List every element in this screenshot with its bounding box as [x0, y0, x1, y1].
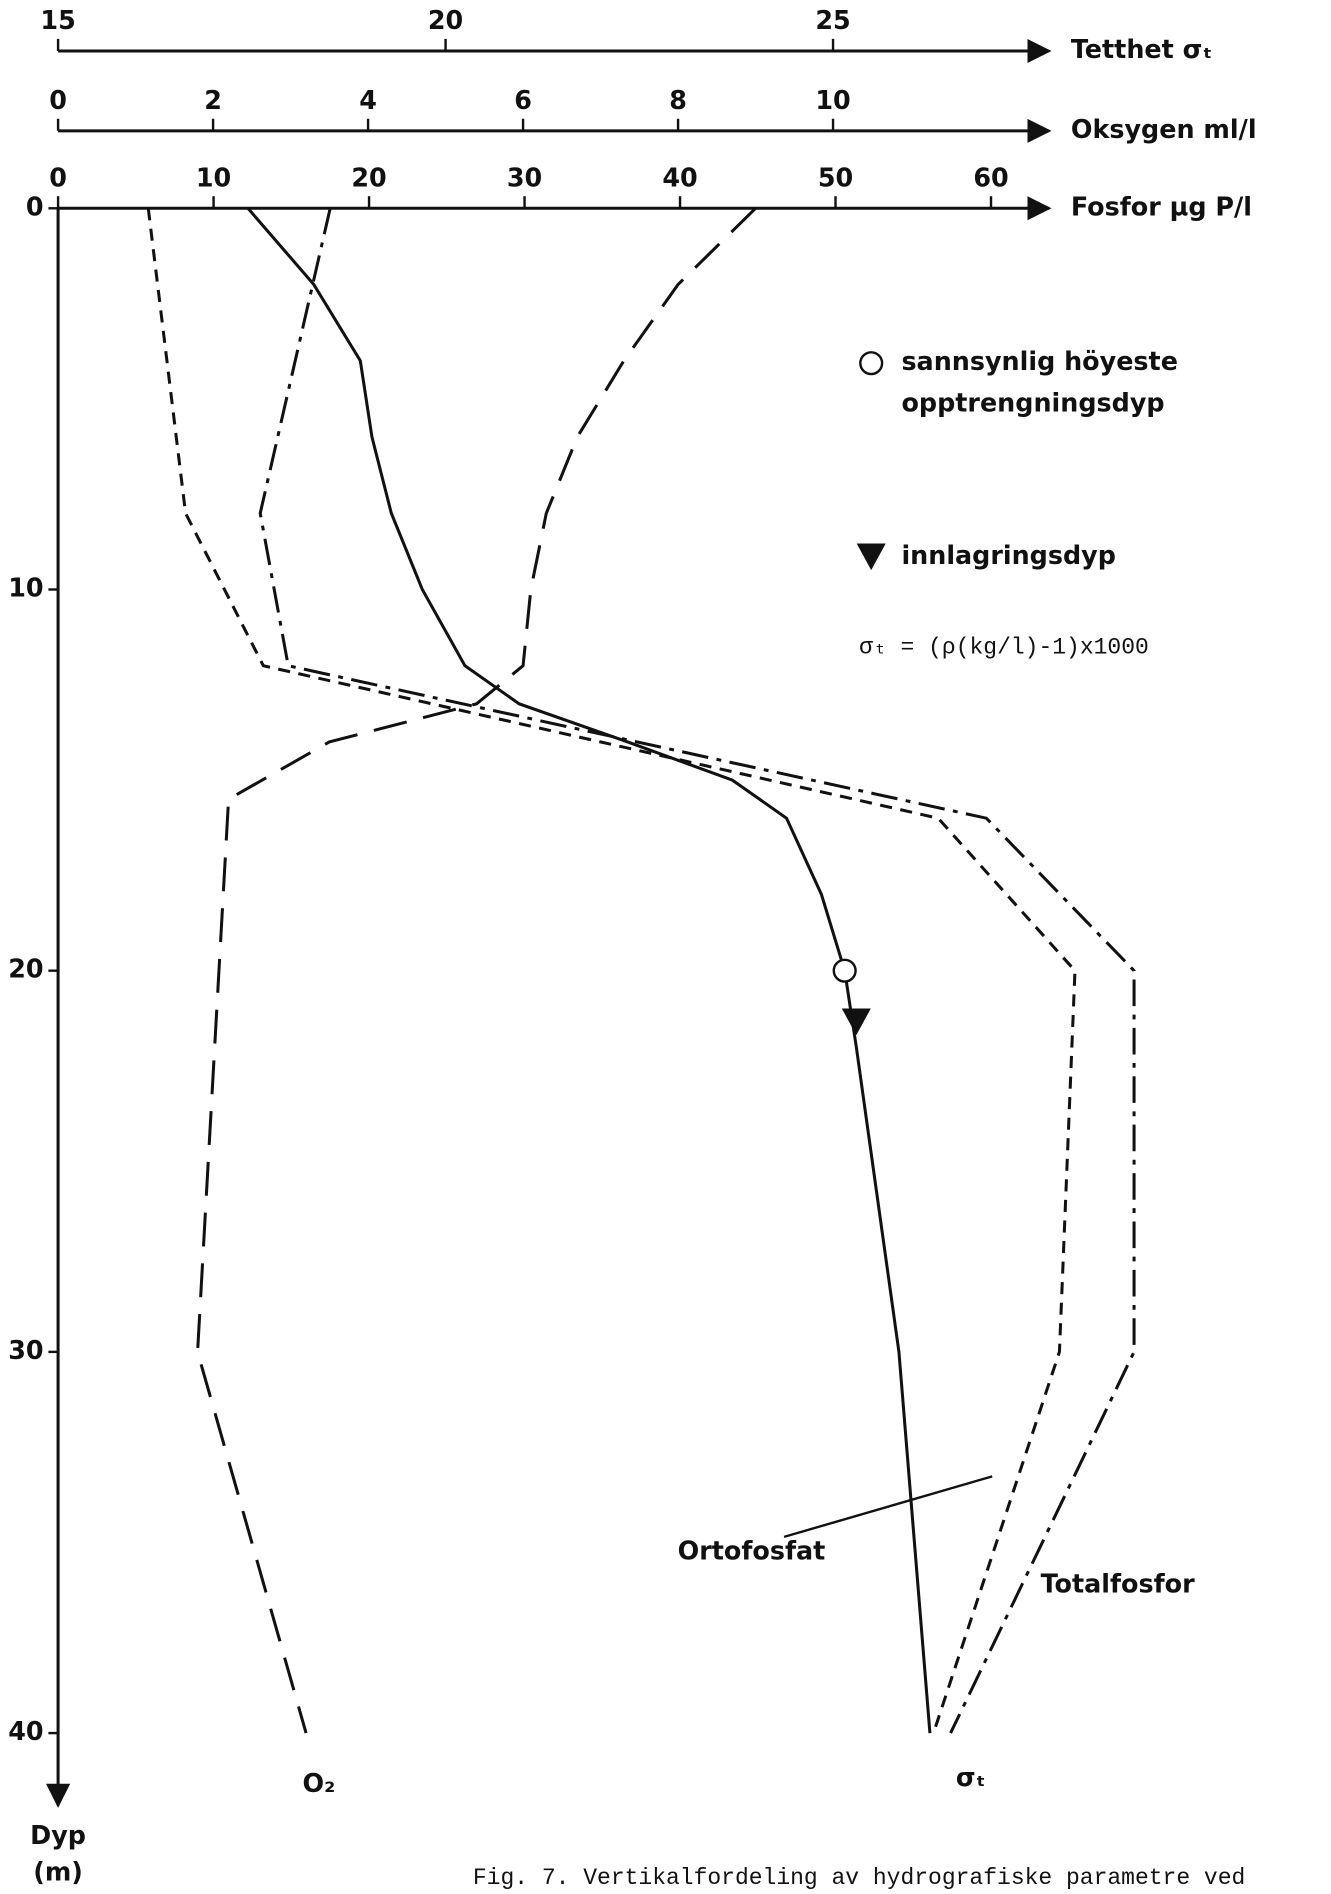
x-axis-title: Tetthet σₜ	[1071, 34, 1212, 64]
legend-symbol	[859, 351, 884, 376]
y-tick-label: 30	[8, 1335, 43, 1365]
legend-label: opptrengningsdyp	[901, 387, 1164, 417]
x-tick-label: 8	[669, 85, 687, 115]
line-series	[258, 207, 1136, 1734]
x-tick-label: 4	[359, 85, 377, 115]
y-axis-label: (m)	[33, 1856, 83, 1886]
x-tick-label: 6	[514, 85, 532, 115]
series-label: σₜ	[956, 1762, 986, 1792]
x-tick-label: 30	[507, 162, 542, 192]
formula: σₜ = (ρ(kg/l)-1)x1000	[859, 635, 1149, 661]
y-tick-label: 10	[8, 572, 43, 602]
line-series	[146, 208, 1077, 1734]
legend-symbol	[856, 543, 886, 571]
x-tick-label: 60	[973, 162, 1008, 192]
legend-label: innlagringsdyp	[901, 540, 1115, 570]
x-tick-label: 10	[815, 85, 850, 115]
x-tick-label: 0	[49, 85, 67, 115]
x-tick-label: 50	[818, 162, 853, 192]
x-tick-label: 40	[662, 162, 697, 192]
marker	[832, 958, 857, 983]
y-tick-label: 0	[26, 191, 44, 221]
y-axis-label: Dyp	[30, 1820, 86, 1850]
marker	[841, 1008, 871, 1036]
y-tick-label: 40	[8, 1716, 43, 1746]
series-label: Totalfosfor	[1041, 1568, 1196, 1598]
x-axis-title: Oksygen ml/l	[1071, 114, 1257, 144]
line-series	[196, 207, 757, 1734]
x-tick-label: 20	[351, 162, 386, 192]
leader-line	[783, 1475, 993, 1539]
legend-label: sannsynlig höyeste	[901, 346, 1177, 376]
x-tick-label: 20	[428, 5, 463, 35]
x-axis-title: Fosfor µg P/l	[1071, 191, 1252, 221]
x-tick-label: 25	[815, 5, 850, 35]
line-series	[246, 207, 932, 1734]
series-label: Ortofosfat	[678, 1536, 826, 1566]
series-label: O₂	[302, 1768, 335, 1798]
x-tick-label: 10	[196, 162, 231, 192]
y-tick-label: 20	[8, 954, 43, 984]
x-tick-label: 2	[204, 85, 222, 115]
x-tick-label: 15	[40, 5, 75, 35]
x-tick-label: 0	[49, 162, 67, 192]
caption: Fig. 7. Vertikalfordeling av hydrografis…	[473, 1865, 1245, 1891]
